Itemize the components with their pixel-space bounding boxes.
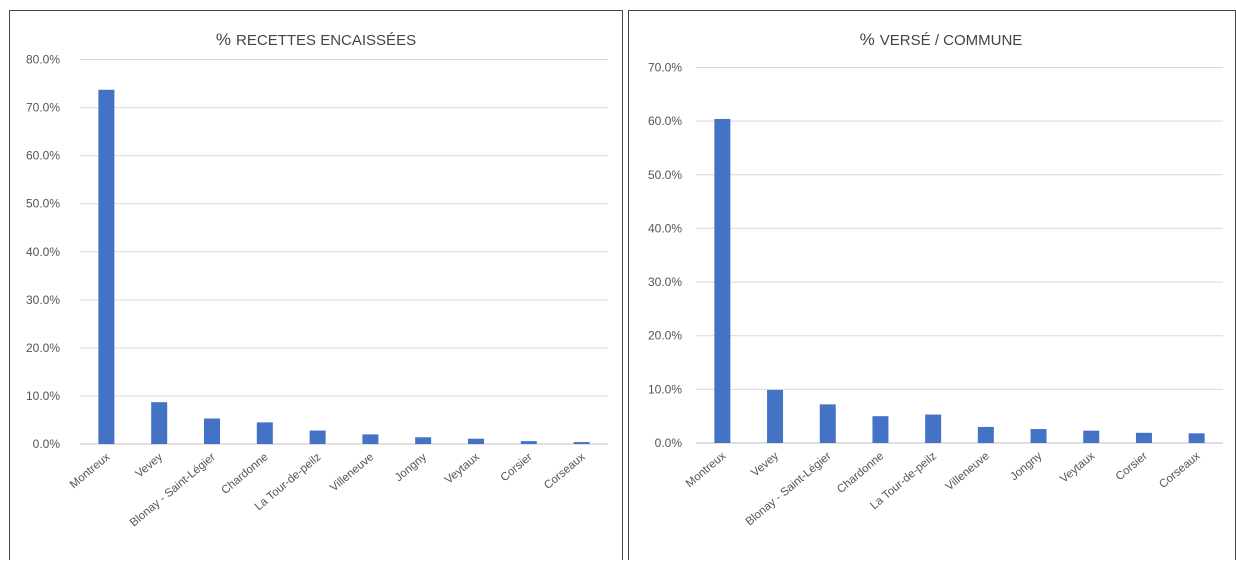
y-tick-label: 70.0%	[648, 61, 682, 75]
y-tick-label: 50.0%	[648, 168, 682, 182]
chart-verse-commune: % VERSÉ / COMMUNE 0.0% 10.0% 20.0% 30.0% 40.0%…	[648, 30, 1223, 528]
y-tick-label: 60.0%	[26, 149, 60, 163]
y-tick-label: 50.0%	[26, 197, 60, 211]
y-tick-label: 10.0%	[26, 389, 60, 403]
x-tick-label: Montreux	[68, 451, 113, 491]
x-tick-label: Montreux	[684, 450, 729, 490]
bar	[151, 402, 168, 444]
chart-title: % VERSÉ / COMMUNE	[860, 30, 1023, 49]
x-tick-label: Corsier	[1114, 450, 1150, 483]
y-tick-label: 70.0%	[26, 101, 60, 115]
bar	[1188, 433, 1205, 443]
y-tick-label: 10.0%	[648, 382, 682, 396]
x-tick-label: Chardonne	[835, 450, 886, 496]
x-tick-label: Blonay - Saint-Légier	[128, 451, 218, 529]
y-tick-label: 30.0%	[648, 275, 682, 289]
bar	[872, 416, 889, 443]
y-tick-label: 20.0%	[648, 329, 682, 343]
x-tick-label: Veytaux	[1058, 450, 1097, 486]
bar	[1083, 430, 1100, 443]
y-tick-label: 20.0%	[26, 341, 60, 355]
bar	[1135, 432, 1152, 443]
bar	[714, 118, 731, 444]
x-tick-label: Blonay - Saint-Légier	[744, 450, 834, 528]
bar	[573, 442, 590, 444]
y-tick-label: 40.0%	[26, 245, 60, 259]
bar	[204, 418, 220, 444]
y-tick-label: 40.0%	[648, 221, 682, 235]
x-tick-label: Corseaux	[542, 451, 588, 492]
bar	[256, 422, 273, 444]
chart-recettes-encaissees: % RECETTES ENCAISSÉES 0.0% 10.0% 20.0% 30.0% 4…	[26, 30, 608, 529]
bar	[415, 437, 432, 444]
y-tick-label: 0.0%	[33, 437, 61, 451]
x-tick-label: Corsier	[499, 451, 535, 484]
bar	[977, 426, 994, 443]
y-tick-label: 80.0%	[26, 53, 60, 67]
x-tick-label: Vevey	[133, 451, 165, 480]
x-tick-label: Villeneuve	[944, 450, 992, 493]
bar	[520, 441, 537, 444]
x-tick-label: Jongny	[393, 451, 429, 484]
bar	[819, 404, 836, 443]
x-tick-label: Chardonne	[219, 451, 270, 497]
chart-panel-verse: % VERSÉ / COMMUNE 0.0% 10.0% 20.0% 30.0% 40.0%…	[628, 10, 1236, 560]
chart-title: % RECETTES ENCAISSÉES	[216, 30, 416, 49]
bar	[468, 438, 484, 444]
bar	[362, 434, 379, 444]
chart-title-symbol: %	[216, 30, 231, 49]
x-tick-label: Vevey	[749, 450, 781, 479]
x-tick-label: Veytaux	[443, 451, 482, 487]
chart-panel-recettes: % RECETTES ENCAISSÉES 0.0% 10.0% 20.0% 30.0% 4…	[9, 10, 623, 560]
y-tick-label: 0.0%	[655, 436, 683, 450]
bar	[767, 389, 784, 443]
bar	[1030, 429, 1047, 443]
chart-title-text: VERSÉ / COMMUNE	[880, 32, 1023, 49]
bar	[98, 89, 115, 445]
chart-title-symbol: %	[860, 30, 875, 49]
x-tick-label: Jongny	[1008, 450, 1044, 483]
y-tick-label: 60.0%	[648, 114, 682, 128]
chart-title-text: RECETTES ENCAISSÉES	[236, 32, 416, 49]
bar	[925, 414, 942, 443]
y-tick-label: 30.0%	[26, 293, 60, 307]
x-tick-label: Villeneuve	[328, 451, 376, 494]
x-tick-label: Corseaux	[1157, 450, 1203, 491]
bar	[309, 430, 326, 444]
